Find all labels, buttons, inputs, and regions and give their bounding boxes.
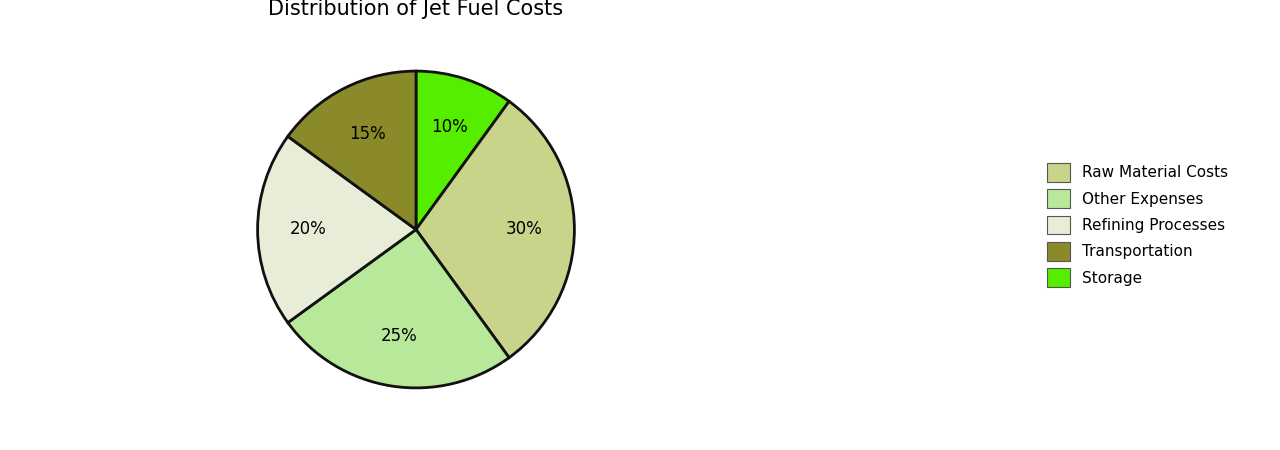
Wedge shape: [257, 136, 416, 323]
Text: 30%: 30%: [506, 220, 543, 238]
Title: Distribution of Jet Fuel Costs: Distribution of Jet Fuel Costs: [269, 0, 563, 19]
Legend: Raw Material Costs, Other Expenses, Refining Processes, Transportation, Storage: Raw Material Costs, Other Expenses, Refi…: [1041, 157, 1234, 293]
Wedge shape: [416, 101, 575, 358]
Wedge shape: [416, 71, 509, 229]
Wedge shape: [288, 71, 416, 229]
Text: 10%: 10%: [431, 118, 467, 136]
Text: 15%: 15%: [348, 125, 385, 143]
Text: 25%: 25%: [380, 327, 417, 345]
Text: 20%: 20%: [289, 220, 326, 238]
Wedge shape: [288, 230, 509, 388]
